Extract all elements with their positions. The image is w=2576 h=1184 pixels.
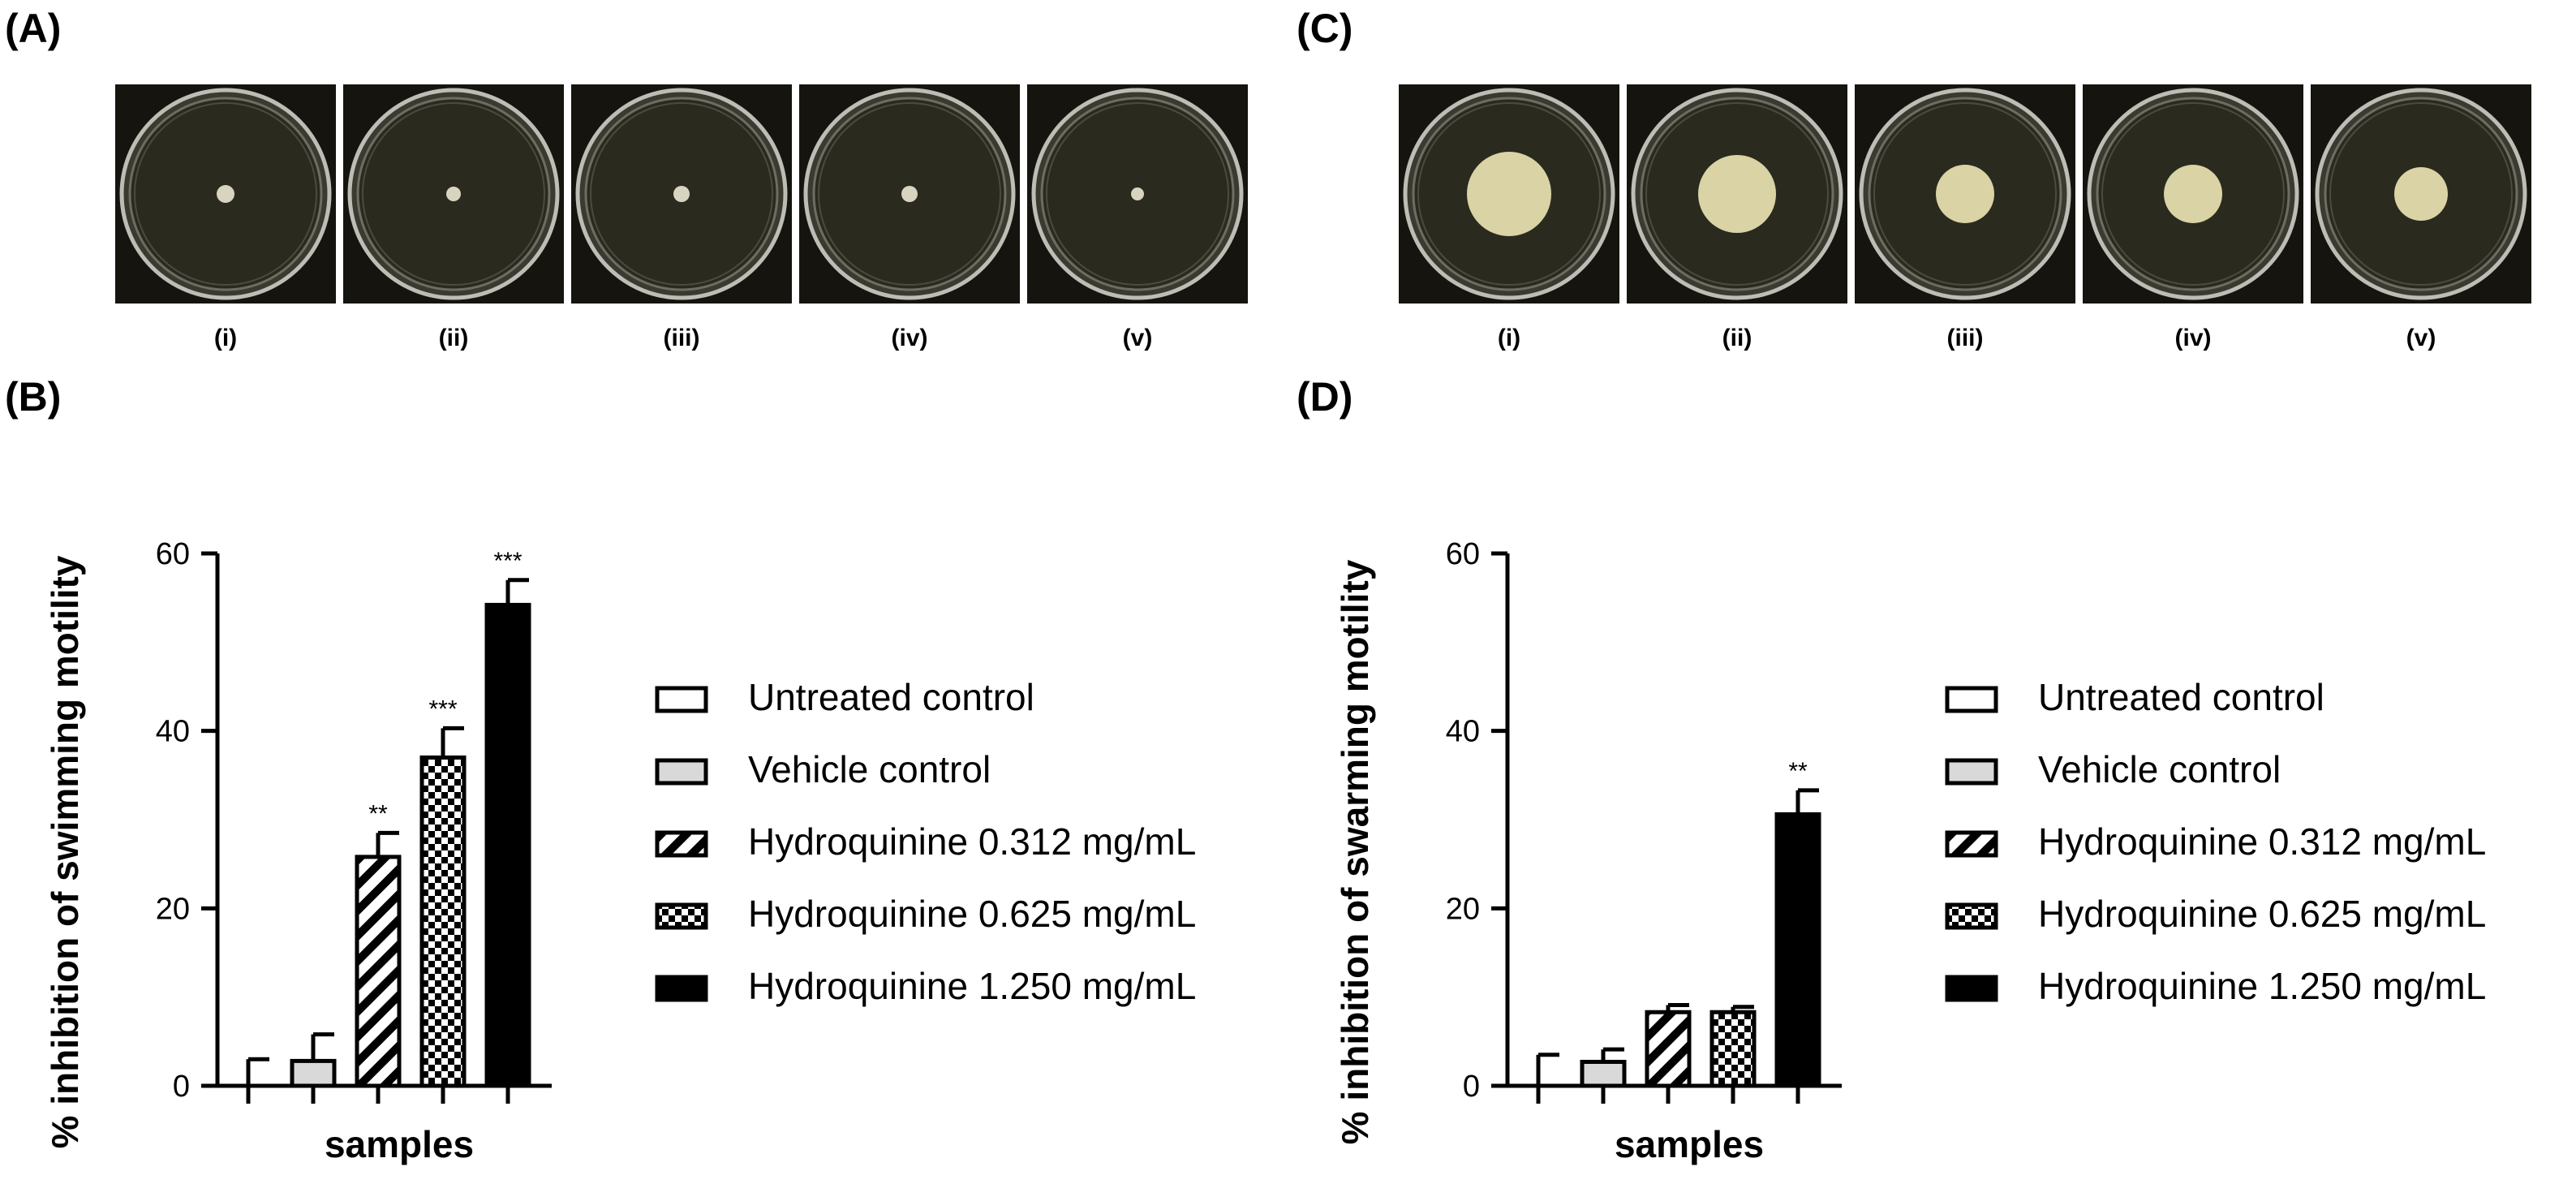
legend-label-4: Hydroquinine 0.625 mg/mL <box>748 893 1196 935</box>
legend-label-5: Hydroquinine 1.250 mg/mL <box>2038 965 2486 1007</box>
swarming-colony-3 <box>1936 165 1994 223</box>
significance-4: *** <box>428 695 457 722</box>
y-axis-label: % inhibition of swimming motility <box>44 555 86 1148</box>
swimming-well-4 <box>799 84 1020 304</box>
swimming-colony-4 <box>901 186 918 202</box>
y-tick-label: 40 <box>1446 715 1480 749</box>
swarming-well-2 <box>1627 84 1847 304</box>
swimming-caption-1: (i) <box>213 325 238 351</box>
swimming-well-1 <box>115 84 336 304</box>
legend-item-1: Untreated control <box>655 676 1034 718</box>
panel-label-a: (A) <box>5 6 62 51</box>
legend-label-3: Hydroquinine 0.312 mg/mL <box>2038 820 2486 863</box>
swimming-colony-3 <box>673 186 690 202</box>
swarming-well-1 <box>1399 84 1619 304</box>
y-tick-label: 20 <box>1446 892 1480 926</box>
swarming-colony-2 <box>1698 155 1776 233</box>
swarming-well-3 <box>1855 84 2075 304</box>
panel-label-c: (C) <box>1297 6 1353 51</box>
legend-label-4: Hydroquinine 0.625 mg/mL <box>2038 893 2486 935</box>
panel-label-b: (B) <box>5 374 62 420</box>
legend-item-3: Hydroquinine 0.312 mg/mL <box>655 820 1196 863</box>
bar-4 <box>419 755 467 1088</box>
legend-item-2: Vehicle control <box>655 748 991 790</box>
swimming-caption-4: (iv) <box>891 325 928 351</box>
y-tick-label: 0 <box>173 1070 190 1104</box>
legend-swatch-1 <box>655 686 708 713</box>
legend-swatch-3 <box>655 830 708 858</box>
bar-2 <box>290 1058 337 1088</box>
swimming-well-5 <box>1027 84 1248 304</box>
legend-item-4: Hydroquinine 0.625 mg/mL <box>1945 893 2486 935</box>
y-tick-label: 20 <box>156 892 190 926</box>
swarming-colony-4 <box>2164 165 2222 223</box>
legend-label-3: Hydroquinine 0.312 mg/mL <box>748 820 1196 863</box>
y-tick-label: 60 <box>156 537 190 571</box>
legend-label-1: Untreated control <box>2038 676 2324 718</box>
legend-label-2: Vehicle control <box>748 748 991 790</box>
swarming-caption-2: (ii) <box>1722 325 1752 351</box>
legend-label-1: Untreated control <box>748 676 1034 718</box>
y-tick-label: 60 <box>1446 537 1480 571</box>
bar-5 <box>484 602 531 1088</box>
y-tick-label: 40 <box>156 715 190 749</box>
swarming-colony-1 <box>1467 152 1551 236</box>
swimming-caption-5: (v) <box>1122 325 1153 351</box>
swimming-plate-photos <box>115 84 1248 304</box>
bar-3 <box>355 855 402 1088</box>
bar-3 <box>1645 1010 1692 1088</box>
swimming-colony-5 <box>1131 187 1144 200</box>
significance-3: ** <box>368 800 388 827</box>
legend-swatch-1 <box>1945 686 1998 713</box>
legend-label-2: Vehicle control <box>2038 748 2281 790</box>
legend-swatch-2 <box>1945 758 1998 786</box>
legend-swatch-2 <box>655 758 708 786</box>
legend-label-5: Hydroquinine 1.250 mg/mL <box>748 965 1196 1007</box>
x-axis-label: samples <box>325 1123 474 1165</box>
bar-5 <box>1774 812 1821 1088</box>
legend-item-5: Hydroquinine 1.250 mg/mL <box>655 965 1196 1007</box>
legend-item-4: Hydroquinine 0.625 mg/mL <box>655 893 1196 935</box>
swarming-inhibition-chart: 0 20 40 60 % inhibition of swarming motility… <box>1334 537 2486 1165</box>
legend-item-2: Vehicle control <box>1945 748 2281 790</box>
legend-swatch-5 <box>655 975 708 1002</box>
swimming-colony-1 <box>217 185 234 203</box>
legend-item-3: Hydroquinine 0.312 mg/mL <box>1945 820 2486 863</box>
swarming-colony-5 <box>2394 167 2448 221</box>
swarming-caption-1: (i) <box>1497 325 1521 351</box>
swimming-inhibition-chart: 0 20 40 60 % inhibition of swimming motility… <box>44 537 1196 1165</box>
y-axis-label: % inhibition of swarming motility <box>1334 559 1376 1144</box>
panel-label-d: (D) <box>1297 374 1353 420</box>
significance-5: ** <box>1788 758 1808 785</box>
swarming-caption-4: (iv) <box>2174 325 2212 351</box>
x-axis-label: samples <box>1615 1123 1764 1165</box>
legend-swatch-3 <box>1945 830 1998 858</box>
swarming-well-4 <box>2083 84 2303 304</box>
legend-item-5: Hydroquinine 1.250 mg/mL <box>1945 965 2486 1007</box>
swarming-plate-photos <box>1399 84 2531 304</box>
swarming-well-5 <box>2311 84 2531 304</box>
swimming-colony-2 <box>446 187 461 201</box>
swarming-caption-3: (iii) <box>1946 325 1984 351</box>
legend-swatch-5 <box>1945 975 1998 1002</box>
swarming-caption-5: (v) <box>2406 325 2436 351</box>
legend-item-1: Untreated control <box>1945 676 2324 718</box>
swimming-well-3 <box>571 84 792 304</box>
bar-4 <box>1709 1010 1757 1088</box>
y-tick-label: 0 <box>1463 1070 1480 1104</box>
swimming-caption-2: (ii) <box>438 325 469 351</box>
swimming-well-2 <box>343 84 564 304</box>
legend-swatch-4 <box>1945 902 1998 930</box>
significance-5: *** <box>493 548 522 575</box>
swimming-caption-3: (iii) <box>663 325 700 351</box>
bar-2 <box>1580 1059 1627 1088</box>
legend-swatch-4 <box>655 902 708 930</box>
